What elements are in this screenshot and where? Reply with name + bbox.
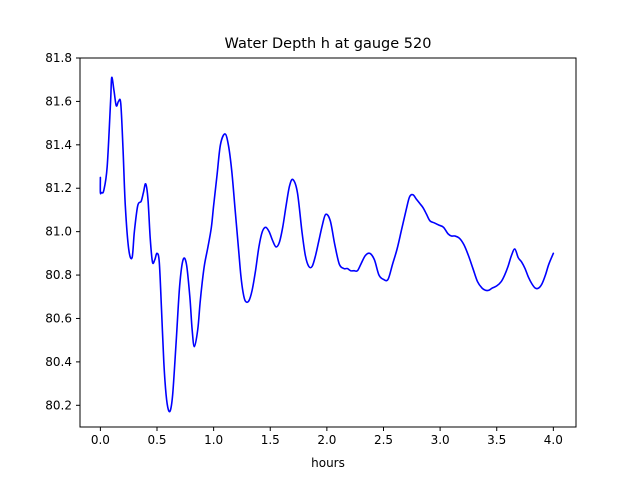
series-layer: [99, 76, 555, 413]
y-tick-label: 81.2: [45, 181, 72, 195]
x-tick-label: 2.0: [317, 433, 336, 447]
y-tick-label: 81.4: [45, 138, 72, 152]
y-tick-label: 80.2: [45, 398, 72, 412]
x-axis-label: hours: [311, 456, 345, 470]
plot-frame: [79, 57, 577, 428]
series-line: [99, 76, 555, 413]
x-tick-label: 3.5: [487, 433, 506, 447]
chart-title: Water Depth h at gauge 520: [225, 36, 432, 52]
x-tick-label: 0.0: [91, 433, 110, 447]
y-axis: 80.2 80.4 80.6 80.8 81.0 81.2 81.4 81.6 81.8: [45, 51, 80, 412]
x-tick-label: 3.0: [431, 433, 450, 447]
x-tick-label: 4.0: [544, 433, 563, 447]
y-tick-label: 80.6: [45, 311, 72, 325]
x-tick-label: 0.5: [147, 433, 166, 447]
x-axis: 0.0 0.5 1.0 1.5 2.0 2.5 3.0 3.5 4.0: [91, 427, 563, 447]
x-tick-label: 1.0: [204, 433, 223, 447]
y-tick-label: 81.0: [45, 225, 72, 239]
y-tick-label: 81.8: [45, 51, 72, 65]
x-tick-label: 2.5: [374, 433, 393, 447]
y-tick-label: 80.8: [45, 268, 72, 282]
x-tick-label: 1.5: [261, 433, 280, 447]
y-tick-label: 81.6: [45, 94, 72, 108]
y-tick-label: 80.4: [45, 355, 72, 369]
